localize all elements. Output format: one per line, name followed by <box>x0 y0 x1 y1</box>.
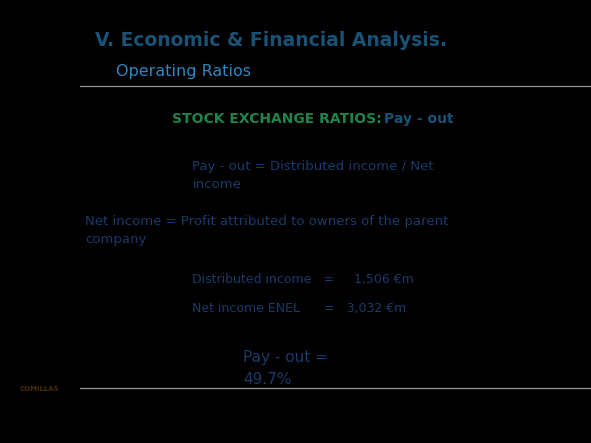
Text: Operating Ratios: Operating Ratios <box>116 64 251 79</box>
Text: Pay - out = Distributed income / Net
income: Pay - out = Distributed income / Net inc… <box>192 160 434 191</box>
Text: Net income = Profit attributed to owners of the parent
company: Net income = Profit attributed to owners… <box>85 215 448 246</box>
Text: V. Economic & Financial Analysis.: V. Economic & Financial Analysis. <box>95 31 447 51</box>
Text: COMILLAS: COMILLAS <box>20 386 60 392</box>
Text: Net income ENEL      =   3,032 €m: Net income ENEL = 3,032 €m <box>192 302 407 315</box>
Text: Pay - out =
49.7%: Pay - out = 49.7% <box>243 350 328 387</box>
Text: Pay - out: Pay - out <box>384 112 453 126</box>
Text: Distributed income   =     1,506 €m: Distributed income = 1,506 €m <box>192 273 414 286</box>
Text: STOCK EXCHANGE RATIOS:: STOCK EXCHANGE RATIOS: <box>172 112 387 126</box>
